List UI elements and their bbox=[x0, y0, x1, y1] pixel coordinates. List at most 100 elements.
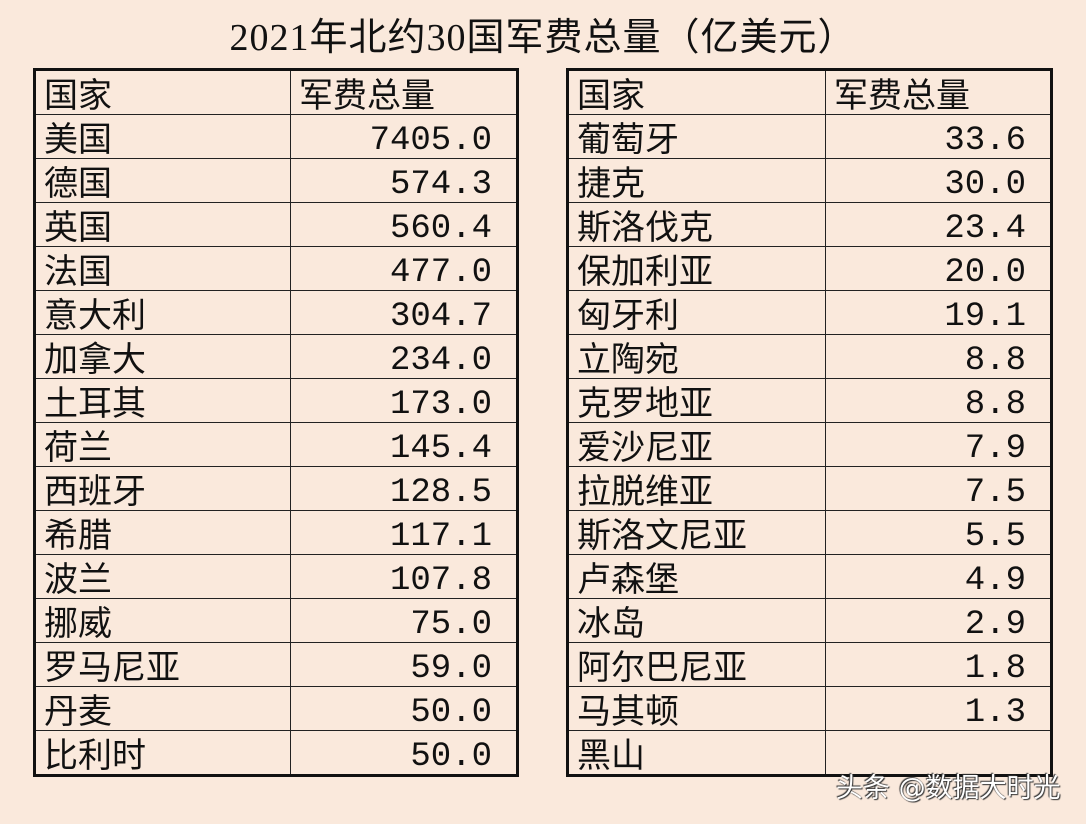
value-cell: 23.4 bbox=[825, 202, 1052, 247]
value-cell: 1.3 bbox=[825, 686, 1052, 731]
value-cell: 50.0 bbox=[290, 686, 518, 731]
table-row: 斯洛伐克 23.4 bbox=[567, 202, 1052, 247]
country-cell: 保加利亚 bbox=[567, 246, 826, 291]
value-cell: 7.5 bbox=[825, 466, 1052, 511]
country-cell: 斯洛伐克 bbox=[567, 202, 826, 247]
table-row: 卢森堡 4.9 bbox=[567, 554, 1052, 599]
value-cell: 107.8 bbox=[290, 554, 518, 599]
value-cell: 117.1 bbox=[290, 510, 518, 555]
table-row: 土耳其 173.0 bbox=[34, 378, 518, 423]
table-row: 葡萄牙 33.6 bbox=[567, 114, 1052, 159]
value-cell: 8.8 bbox=[825, 334, 1052, 379]
country-cell: 英国 bbox=[34, 202, 291, 247]
value-cell: 304.7 bbox=[290, 290, 518, 335]
country-cell: 挪威 bbox=[34, 598, 291, 643]
table-row: 斯洛文尼亚 5.5 bbox=[567, 510, 1052, 555]
country-cell: 土耳其 bbox=[34, 378, 291, 423]
country-cell: 葡萄牙 bbox=[567, 114, 826, 159]
table-row: 法国 477.0 bbox=[34, 246, 518, 291]
header-row: 国家 军费总量 bbox=[34, 69, 518, 115]
header-total: 军费总量 bbox=[825, 69, 1052, 115]
table-row: 西班牙 128.5 bbox=[34, 466, 518, 511]
country-cell: 卢森堡 bbox=[567, 554, 826, 599]
table-row: 波兰 107.8 bbox=[34, 554, 518, 599]
table-row: 马其顿 1.3 bbox=[567, 686, 1052, 731]
table-row: 克罗地亚 8.8 bbox=[567, 378, 1052, 423]
value-cell: 560.4 bbox=[290, 202, 518, 247]
country-cell: 法国 bbox=[34, 246, 291, 291]
country-cell: 意大利 bbox=[34, 290, 291, 335]
value-cell bbox=[825, 730, 1052, 776]
header-total: 军费总量 bbox=[290, 69, 518, 115]
country-cell: 加拿大 bbox=[34, 334, 291, 379]
table-title: 2021年北约30国军费总量（亿美元） bbox=[229, 17, 857, 59]
country-cell: 西班牙 bbox=[34, 466, 291, 511]
value-cell: 1.8 bbox=[825, 642, 1052, 687]
table-row: 希腊 117.1 bbox=[34, 510, 518, 555]
value-cell: 33.6 bbox=[825, 114, 1052, 159]
country-cell: 斯洛文尼亚 bbox=[567, 510, 826, 555]
country-cell: 罗马尼亚 bbox=[34, 642, 291, 687]
country-cell: 克罗地亚 bbox=[567, 378, 826, 423]
value-cell: 75.0 bbox=[290, 598, 518, 643]
table-row: 英国 560.4 bbox=[34, 202, 518, 247]
table-row: 爱沙尼亚 7.9 bbox=[567, 422, 1052, 467]
value-cell: 7.9 bbox=[825, 422, 1052, 467]
table-row: 加拿大 234.0 bbox=[34, 334, 518, 379]
table-row: 冰岛 2.9 bbox=[567, 598, 1052, 643]
table-row: 罗马尼亚 59.0 bbox=[34, 642, 518, 687]
value-cell: 145.4 bbox=[290, 422, 518, 467]
table-row: 挪威 75.0 bbox=[34, 598, 518, 643]
table-row: 捷克 30.0 bbox=[567, 158, 1052, 203]
table-row: 丹麦 50.0 bbox=[34, 686, 518, 731]
country-cell: 丹麦 bbox=[34, 686, 291, 731]
country-cell: 阿尔巴尼亚 bbox=[567, 642, 826, 687]
table-row: 保加利亚 20.0 bbox=[567, 246, 1052, 291]
value-cell: 234.0 bbox=[290, 334, 518, 379]
value-cell: 7405.0 bbox=[290, 114, 518, 159]
value-cell: 173.0 bbox=[290, 378, 518, 423]
country-cell: 美国 bbox=[34, 114, 291, 159]
country-cell: 匈牙利 bbox=[567, 290, 826, 335]
value-cell: 50.0 bbox=[290, 730, 518, 776]
header-country: 国家 bbox=[34, 69, 291, 115]
value-cell: 8.8 bbox=[825, 378, 1052, 423]
value-cell: 128.5 bbox=[290, 466, 518, 511]
value-cell: 30.0 bbox=[825, 158, 1052, 203]
watermark: 头条 @数据大时光 bbox=[836, 773, 1061, 804]
value-cell: 20.0 bbox=[825, 246, 1052, 291]
value-cell: 574.3 bbox=[290, 158, 518, 203]
table-row: 立陶宛 8.8 bbox=[567, 334, 1052, 379]
value-cell: 477.0 bbox=[290, 246, 518, 291]
table-row: 拉脱维亚 7.5 bbox=[567, 466, 1052, 511]
header-row: 国家 军费总量 bbox=[567, 69, 1052, 115]
country-cell: 德国 bbox=[34, 158, 291, 203]
table-row: 美国 7405.0 bbox=[34, 114, 518, 159]
country-cell: 爱沙尼亚 bbox=[567, 422, 826, 467]
table-row: 意大利 304.7 bbox=[34, 290, 518, 335]
value-cell: 5.5 bbox=[825, 510, 1052, 555]
country-cell: 马其顿 bbox=[567, 686, 826, 731]
table-row: 比利时 50.0 bbox=[34, 730, 518, 776]
table-row: 黑山 bbox=[567, 730, 1052, 776]
country-cell: 冰岛 bbox=[567, 598, 826, 643]
value-cell: 2.9 bbox=[825, 598, 1052, 643]
table-row: 匈牙利 19.1 bbox=[567, 290, 1052, 335]
country-cell: 希腊 bbox=[34, 510, 291, 555]
table-row: 阿尔巴尼亚 1.8 bbox=[567, 642, 1052, 687]
country-cell: 波兰 bbox=[34, 554, 291, 599]
country-cell: 比利时 bbox=[34, 730, 291, 776]
country-cell: 拉脱维亚 bbox=[567, 466, 826, 511]
value-cell: 59.0 bbox=[290, 642, 518, 687]
country-cell: 荷兰 bbox=[34, 422, 291, 467]
table-row: 荷兰 145.4 bbox=[34, 422, 518, 467]
country-cell: 捷克 bbox=[567, 158, 826, 203]
country-cell: 立陶宛 bbox=[567, 334, 826, 379]
left-table: 国家 军费总量 美国 7405.0 德国 574.3 英国 560.4 法国 477.0 意大利… bbox=[33, 68, 519, 777]
country-cell: 黑山 bbox=[567, 730, 826, 776]
header-country: 国家 bbox=[567, 69, 826, 115]
table-row: 德国 574.3 bbox=[34, 158, 518, 203]
value-cell: 4.9 bbox=[825, 554, 1052, 599]
value-cell: 19.1 bbox=[825, 290, 1052, 335]
right-table: 国家 军费总量 葡萄牙 33.6 捷克 30.0 斯洛伐克 23.4 保加利亚 20.0 匈牙利… bbox=[566, 68, 1053, 777]
